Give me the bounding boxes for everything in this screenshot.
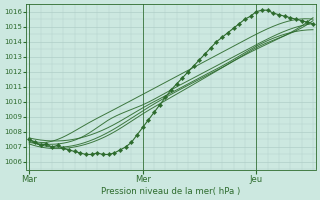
X-axis label: Pression niveau de la mer( hPa ): Pression niveau de la mer( hPa ) bbox=[101, 187, 241, 196]
